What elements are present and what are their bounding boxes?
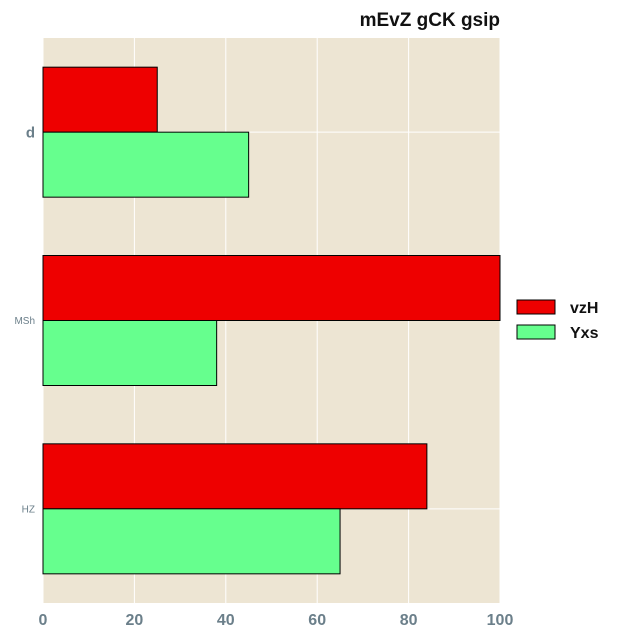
x-tick-label: 80 — [400, 612, 418, 629]
x-tick-label: 40 — [217, 612, 235, 629]
bar-Yxs-HZ — [42, 508, 341, 575]
legend-swatch-vzH — [516, 299, 556, 315]
y-axis-ticks: d MSh HZ — [14, 124, 35, 515]
x-tick-label: 60 — [308, 612, 326, 629]
bar-vzH-MSh — [42, 255, 501, 321]
chart-title: mEvZ gCK gsip — [360, 10, 500, 31]
y-tick-label: d — [26, 124, 35, 141]
x-axis-ticks: 0 20 40 60 80 100 — [39, 612, 514, 629]
legend: vzH Yxs — [516, 299, 599, 342]
bar-vzH-HZ — [42, 443, 428, 510]
bar-Yxs-MSh — [42, 320, 218, 386]
bar-vzH-d — [42, 66, 158, 133]
bars-group — [42, 66, 501, 575]
x-tick-label: 100 — [487, 612, 514, 629]
bar-Yxs-d — [42, 131, 250, 198]
legend-swatch-Yxs — [516, 324, 556, 340]
legend-label-Yxs: Yxs — [570, 325, 599, 342]
x-tick-label: 20 — [126, 612, 144, 629]
x-tick-label: 0 — [39, 612, 48, 629]
y-tick-label: HZ — [22, 504, 35, 515]
legend-label-vzH: vzH — [570, 300, 598, 317]
y-tick-label: MSh — [14, 316, 35, 327]
